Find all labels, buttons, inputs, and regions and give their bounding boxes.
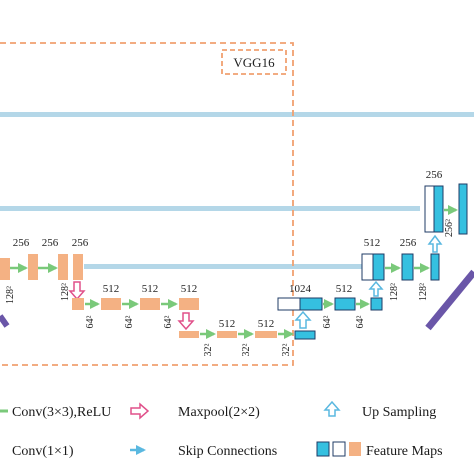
size-label: 64² [163, 316, 174, 329]
feature-map [294, 330, 316, 340]
decoder-level-1: 1024 512 64² 64² [277, 280, 384, 340]
size-label: 32² [281, 344, 292, 357]
feature-map [73, 254, 83, 280]
feature-map [433, 185, 444, 233]
conv1x1-stroke-right [425, 269, 474, 331]
feature-map [255, 331, 277, 338]
legend-upsampling-label: Up Sampling [362, 405, 436, 420]
legend-maxpool-arrow [130, 402, 150, 420]
vgg16-border [0, 42, 294, 366]
legend-feature-label: Feature Maps [366, 444, 443, 459]
upsampling-arrow [368, 280, 384, 297]
channel-label: 1024 [289, 283, 312, 295]
size-label: 128² [60, 283, 71, 301]
feature-map [58, 254, 68, 280]
feature-map [179, 331, 199, 338]
size-label: 128² [389, 283, 400, 301]
legend-maxpool-label: Maxpool(2×2) [178, 405, 260, 420]
feature-map [430, 253, 440, 281]
feature-map [217, 331, 237, 338]
decoder-level-3: 256 256² [424, 169, 468, 237]
size-label: 64² [85, 316, 96, 329]
maxpool-arrow [177, 312, 195, 331]
channel-label: 512 [219, 318, 236, 330]
feature-map [401, 253, 414, 281]
encoder-level-3: 512 512 32² 32² 32² [179, 318, 294, 357]
channel-label: 512 [364, 237, 381, 249]
feature-map [179, 298, 199, 310]
channel-label: 512 [258, 318, 275, 330]
legend-feature-white [332, 441, 346, 457]
decoder-level-2: 512 256 128² 128² [361, 234, 443, 301]
size-label: 32² [241, 344, 252, 357]
feature-map [370, 297, 383, 311]
vgg16-region: VGG16 [0, 42, 294, 366]
legend-skip-label: Skip Connections [178, 444, 277, 459]
channel-label: 512 [336, 283, 353, 295]
skip-line-middle [0, 206, 420, 211]
feature-map [372, 253, 385, 281]
legend-upsampling-arrow [323, 400, 341, 417]
encoder-level-2: 512 512 512 64² 64² 64² [72, 283, 199, 331]
channel-label: 512 [103, 283, 120, 295]
channel-label: 256 [426, 169, 443, 181]
channel-label: 512 [181, 283, 198, 295]
skip-line-level2 [84, 264, 364, 269]
size-label: 64² [124, 316, 135, 329]
size-label: 128² [418, 283, 429, 301]
size-label: 128² [5, 286, 16, 304]
feature-map [334, 297, 356, 311]
vgg16-label: VGG16 [233, 55, 275, 70]
feature-map [361, 253, 374, 281]
vgg16-label-box [221, 49, 287, 75]
feature-map [28, 254, 38, 280]
feature-map [0, 258, 10, 280]
size-label: 256² [444, 219, 455, 237]
size-label: 32² [203, 344, 214, 357]
channel-label: 256 [400, 237, 417, 249]
upsampling-arrow [294, 310, 312, 329]
skip-connections [0, 112, 474, 269]
feature-map [101, 298, 121, 310]
feature-map [140, 298, 160, 310]
legend-conv-label: Conv(3×3),ReLU [12, 405, 111, 420]
encoder-level-1: 256 256 256 128² 128² [0, 237, 89, 304]
channel-label: 256 [72, 237, 89, 249]
channel-label: 256 [42, 237, 59, 249]
feature-map [458, 183, 468, 235]
conv1x1-stroke-left [0, 314, 10, 328]
legend: Conv(3×3),ReLU Maxpool(2×2) Up Sampling … [0, 400, 443, 459]
feature-map [424, 185, 435, 233]
feature-map [277, 297, 301, 311]
legend-conv1x1-label: Conv(1×1) [12, 444, 74, 459]
skip-line-top [0, 112, 474, 117]
channel-label: 256 [13, 237, 30, 249]
channel-label: 512 [142, 283, 159, 295]
feature-map [299, 297, 323, 311]
legend-feature-orange [349, 442, 361, 456]
upsampling-arrow [427, 234, 443, 253]
feature-map [72, 298, 84, 310]
maxpool-arrow [68, 281, 86, 301]
size-label: 64² [322, 316, 333, 329]
legend-feature-blue [316, 441, 330, 457]
size-label: 64² [355, 316, 366, 329]
